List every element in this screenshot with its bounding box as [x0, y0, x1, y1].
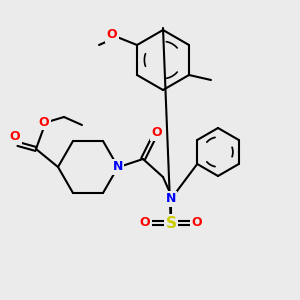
Text: O: O [140, 217, 150, 230]
Text: O: O [10, 130, 20, 142]
Text: O: O [152, 127, 162, 140]
Text: O: O [39, 116, 49, 128]
Text: O: O [192, 217, 202, 230]
Text: S: S [166, 215, 176, 230]
Text: N: N [166, 193, 176, 206]
Text: N: N [113, 160, 123, 173]
Text: O: O [107, 28, 117, 41]
